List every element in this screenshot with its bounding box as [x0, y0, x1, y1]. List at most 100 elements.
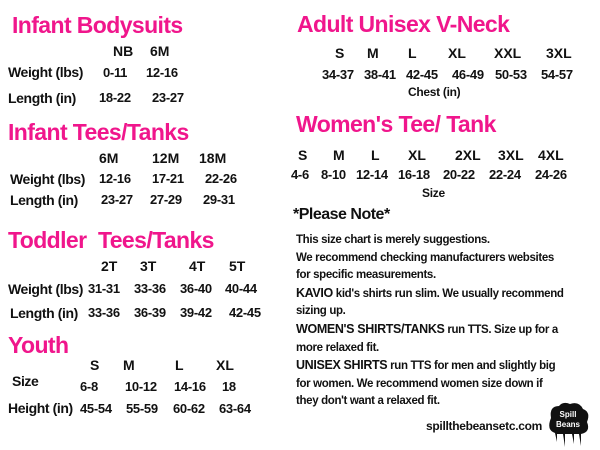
- note-line: This size chart is merely suggestions.: [296, 232, 596, 250]
- cell: 29-31: [203, 192, 235, 207]
- note-emphasis: UNISEX SHIRTS: [296, 358, 388, 373]
- cell: 42-45: [229, 305, 261, 320]
- note-text: they don't want a relaxed fit.: [296, 395, 440, 408]
- cell: 33-36: [134, 281, 166, 296]
- row-label: Height (in): [8, 400, 73, 416]
- svg-text:Spill: Spill: [560, 410, 577, 419]
- size-header: 3XL: [498, 147, 524, 163]
- cell: 12-14: [356, 167, 388, 182]
- size-header: 12M: [152, 150, 180, 166]
- chest-caption: Chest (in): [408, 85, 461, 99]
- cell: 18-22: [99, 90, 131, 105]
- size-header: M: [367, 45, 379, 61]
- note-line: more relaxed fit.: [296, 340, 596, 358]
- note-text: for specific measurements.: [296, 269, 436, 282]
- note-heading: *Please Note*: [293, 206, 390, 223]
- brand-logo: Spill Beans: [543, 400, 593, 448]
- size-header: NB: [113, 43, 134, 59]
- cell: 46-49: [452, 67, 484, 82]
- size-header: M: [123, 357, 135, 373]
- website-link[interactable]: spillthebeansetc.com: [426, 419, 543, 433]
- size-header: M: [333, 147, 345, 163]
- note-text: run TTS for men and slightly big: [387, 360, 556, 373]
- cell: 39-42: [180, 305, 212, 320]
- cell: 12-16: [146, 65, 178, 80]
- row-label: Length (in): [10, 305, 78, 321]
- cell: 14-16: [174, 379, 206, 394]
- cell: 27-29: [150, 192, 182, 207]
- row-label: Weight (lbs): [8, 281, 84, 297]
- youth-title: Youth: [8, 332, 69, 358]
- note-text: sizing up.: [296, 305, 346, 318]
- cell: 50-53: [495, 67, 527, 82]
- note-text: We recommend checking manufacturers webs…: [296, 251, 554, 264]
- note-text: run TTS. Size up for a: [444, 323, 558, 336]
- row-label: Weight (lbs): [10, 171, 86, 187]
- row-label: Length (in): [8, 90, 76, 106]
- note-emphasis: WOMEN'S SHIRTS/TANKS: [296, 321, 445, 336]
- note-line: WOMEN'S SHIRTS/TANKS run TTS. Size up fo…: [296, 321, 596, 340]
- size-header: XL: [408, 147, 426, 163]
- cell: 23-27: [101, 192, 133, 207]
- cell: 4-6: [291, 167, 309, 182]
- size-header: L: [408, 45, 417, 61]
- cell: 20-22: [443, 167, 475, 182]
- size-header: 4T: [189, 258, 206, 274]
- size-header: XL: [216, 357, 234, 373]
- size-header: L: [371, 147, 380, 163]
- size-header: S: [90, 357, 100, 373]
- size-header: L: [175, 357, 184, 373]
- cell: 38-41: [364, 67, 396, 82]
- size-header: XXL: [494, 45, 522, 61]
- row-label: Weight (lbs): [8, 64, 84, 80]
- note-emphasis: KAVIO: [296, 285, 333, 300]
- cell: 23-27: [152, 90, 184, 105]
- size-header: 6M: [150, 43, 170, 59]
- note-line: KAVIO kid's shirts run slim. We usually …: [296, 285, 596, 304]
- cell: 45-54: [80, 401, 112, 416]
- size-header: 18M: [199, 150, 227, 166]
- infant-bodysuits-title: Infant Bodysuits: [12, 12, 183, 38]
- cell: 22-26: [205, 171, 237, 186]
- cell: 55-59: [126, 401, 158, 416]
- row-label: Length (in): [10, 192, 78, 208]
- note-text: This size chart is merely suggestions.: [296, 234, 490, 246]
- cell: 10-12: [125, 379, 157, 394]
- cell: 12-16: [99, 171, 131, 186]
- cell: 22-24: [489, 167, 521, 182]
- cell: 33-36: [88, 305, 120, 320]
- size-header: S: [298, 147, 308, 163]
- toddler-tees-title: Toddler Tees/Tanks: [8, 227, 214, 253]
- size-header: 4XL: [538, 147, 564, 163]
- note-line: for specific measurements.: [296, 267, 596, 285]
- cell: 60-62: [173, 401, 205, 416]
- cell: 31-31: [88, 281, 120, 296]
- cell: 34-37: [322, 67, 354, 82]
- cell: 42-45: [406, 67, 438, 82]
- cell: 17-21: [152, 171, 184, 186]
- cell: 6-8: [80, 379, 98, 394]
- size-header: 2T: [101, 258, 118, 274]
- size-header: S: [335, 45, 345, 61]
- cell: 36-40: [180, 281, 212, 296]
- note-line: sizing up.: [296, 303, 596, 321]
- svg-text:Beans: Beans: [556, 420, 581, 429]
- cell: 54-57: [541, 67, 573, 82]
- size-header: 5T: [229, 258, 246, 274]
- size-header: 3XL: [546, 45, 572, 61]
- note-text: kid's shirts run slim. We usually recomm…: [332, 287, 564, 300]
- cell: 18: [222, 379, 236, 394]
- cell: 16-18: [398, 167, 430, 182]
- note-text: more relaxed fit.: [296, 341, 379, 354]
- note-line: UNISEX SHIRTS run TTS for men and slight…: [296, 357, 596, 376]
- note-line: they don't want a relaxed fit.: [296, 393, 596, 411]
- cell: 24-26: [535, 167, 567, 182]
- cell: 63-64: [219, 401, 251, 416]
- infant-tees-title: Infant Tees/Tanks: [8, 119, 189, 145]
- size-header: 2XL: [455, 147, 481, 163]
- size-header: XL: [448, 45, 466, 61]
- size-header: 3T: [140, 258, 157, 274]
- cell: 36-39: [134, 305, 166, 320]
- adult-unisex-title: Adult Unisex V-Neck: [297, 11, 510, 37]
